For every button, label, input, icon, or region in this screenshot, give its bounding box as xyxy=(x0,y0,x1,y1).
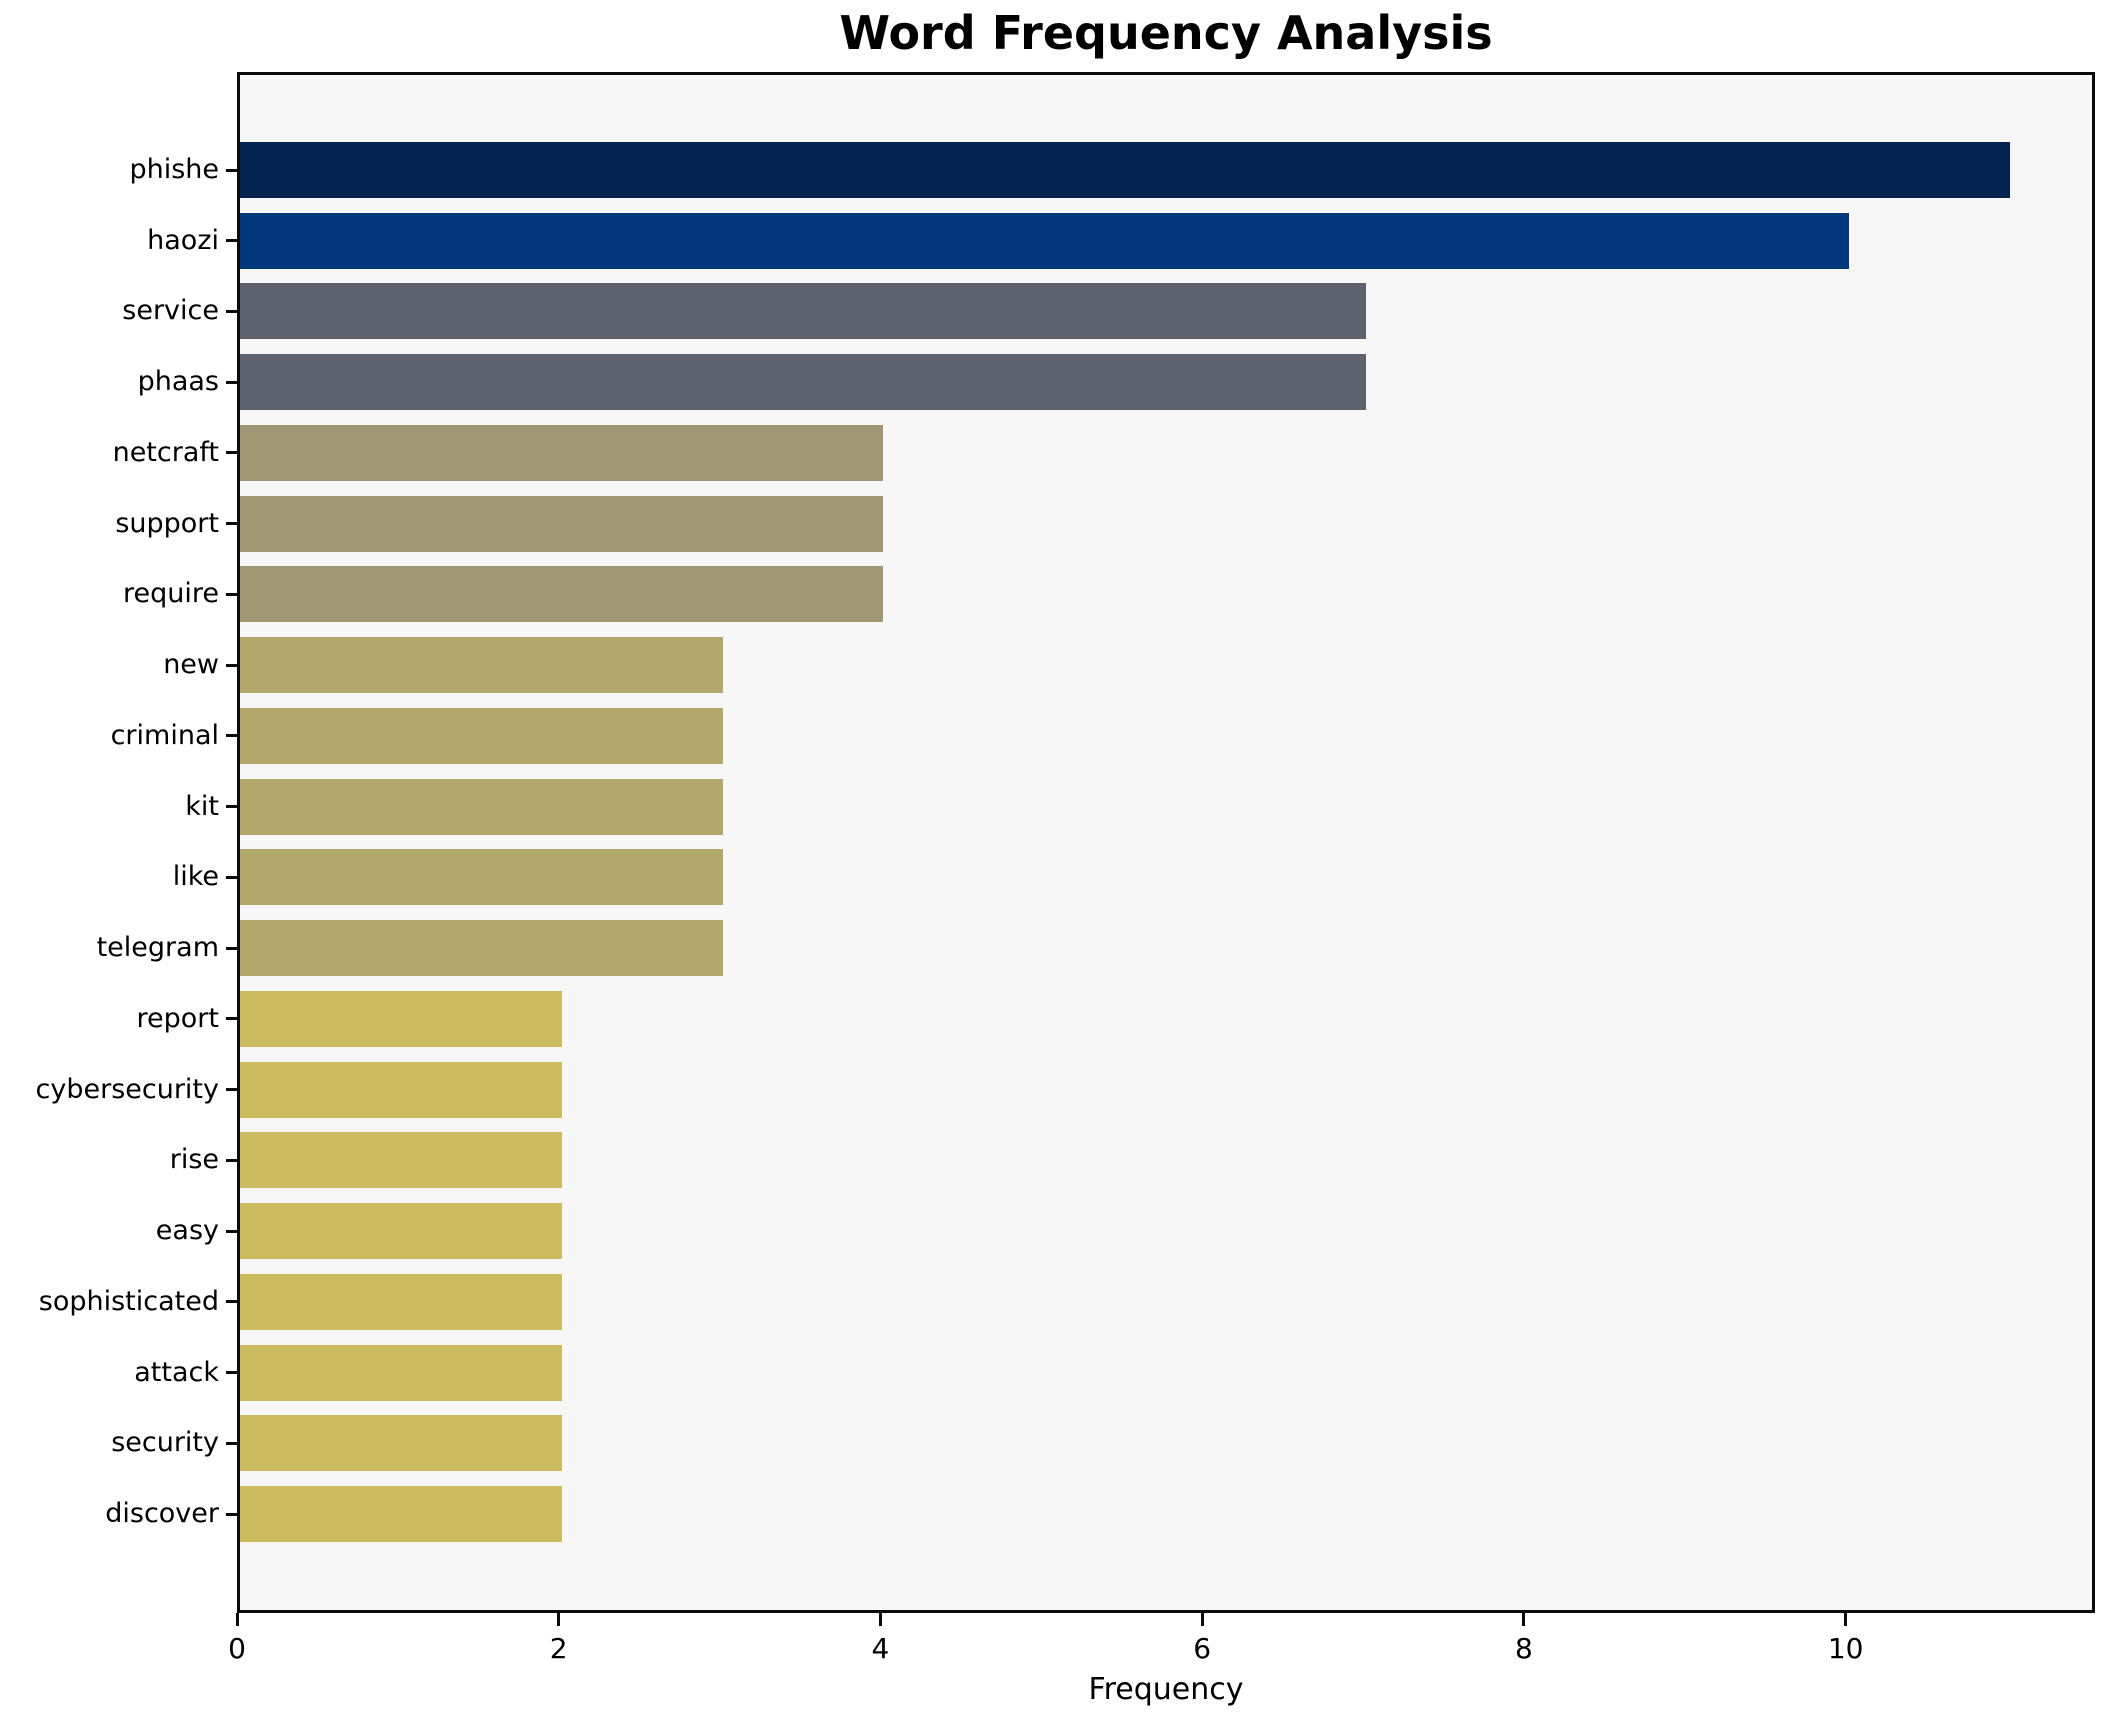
bar-security xyxy=(240,1415,562,1472)
plot-area xyxy=(237,72,2095,1613)
x-tick-mark xyxy=(1522,1613,1526,1626)
y-tick-label-attack: attack xyxy=(134,1356,219,1388)
y-tick-mark xyxy=(226,663,237,667)
y-tick-mark xyxy=(226,592,237,596)
bar-discover xyxy=(240,1486,562,1543)
bar-haozi xyxy=(240,212,1849,269)
y-tick-label-easy: easy xyxy=(155,1215,219,1247)
y-tick-label-like: like xyxy=(172,861,219,893)
bar-support xyxy=(240,495,883,552)
x-tick-label-0: 0 xyxy=(228,1632,246,1665)
x-tick-label-10: 10 xyxy=(1827,1632,1864,1665)
bar-phaas xyxy=(240,354,1366,411)
y-tick-mark xyxy=(226,1229,237,1233)
y-tick-label-security: security xyxy=(111,1427,219,1459)
y-tick-label-cybersecurity: cybersecurity xyxy=(35,1073,219,1105)
x-tick-label-2: 2 xyxy=(549,1632,568,1665)
x-tick-label-4: 4 xyxy=(871,1632,890,1665)
bar-require xyxy=(240,566,883,623)
y-tick-mark xyxy=(226,805,237,809)
y-tick-label-netcraft: netcraft xyxy=(112,436,219,468)
y-tick-mark xyxy=(226,1371,237,1375)
chart-title: Word Frequency Analysis xyxy=(839,6,1493,60)
y-tick-mark xyxy=(226,946,237,950)
y-tick-mark xyxy=(226,451,237,455)
bar-new xyxy=(240,637,723,694)
y-tick-label-rise: rise xyxy=(169,1144,219,1176)
bar-phishe xyxy=(240,142,2010,198)
y-tick-mark xyxy=(226,239,237,243)
y-tick-mark xyxy=(226,875,237,879)
y-tick-mark xyxy=(226,1512,237,1516)
y-tick-mark xyxy=(226,1017,237,1021)
bar-criminal xyxy=(240,707,723,764)
x-tick-mark xyxy=(878,1613,882,1626)
y-tick-mark xyxy=(226,380,237,384)
x-tick-mark xyxy=(235,1613,239,1626)
bar-cybersecurity xyxy=(240,1061,562,1118)
y-tick-label-report: report xyxy=(136,1002,219,1034)
y-tick-label-require: require xyxy=(123,578,219,610)
y-tick-mark xyxy=(226,522,237,526)
y-tick-label-criminal: criminal xyxy=(110,719,219,751)
y-tick-mark xyxy=(226,734,237,738)
y-tick-label-new: new xyxy=(163,649,219,681)
x-tick-label-8: 8 xyxy=(1515,1632,1533,1665)
bar-sophisticated xyxy=(240,1273,562,1330)
bar-rise xyxy=(240,1132,562,1189)
bar-easy xyxy=(240,1203,562,1260)
x-tick-mark xyxy=(557,1613,561,1626)
x-tick-mark xyxy=(1844,1613,1848,1626)
bar-service xyxy=(240,283,1366,340)
y-tick-mark xyxy=(226,1441,237,1445)
y-tick-mark xyxy=(226,1088,237,1092)
bar-telegram xyxy=(240,920,723,977)
y-tick-label-support: support xyxy=(115,507,219,539)
y-tick-mark xyxy=(226,168,237,172)
y-tick-mark xyxy=(226,1158,237,1162)
x-axis-label: Frequency xyxy=(1088,1672,1244,1707)
y-tick-label-discover: discover xyxy=(105,1498,219,1530)
bar-kit xyxy=(240,778,723,835)
y-tick-label-kit: kit xyxy=(185,790,219,822)
y-tick-mark xyxy=(226,309,237,313)
y-tick-mark xyxy=(226,1300,237,1304)
y-tick-label-telegram: telegram xyxy=(96,932,219,964)
bar-netcraft xyxy=(240,424,883,481)
x-tick-mark xyxy=(1200,1613,1204,1626)
x-tick-label-6: 6 xyxy=(1193,1632,1212,1665)
bar-like xyxy=(240,849,723,906)
y-tick-label-phaas: phaas xyxy=(137,366,219,398)
y-tick-label-phishe: phishe xyxy=(129,154,219,185)
bar-report xyxy=(240,990,562,1047)
y-tick-label-sophisticated: sophisticated xyxy=(38,1285,219,1317)
y-tick-label-haozi: haozi xyxy=(147,224,219,256)
y-tick-label-service: service xyxy=(122,295,219,327)
bar-attack xyxy=(240,1344,562,1401)
